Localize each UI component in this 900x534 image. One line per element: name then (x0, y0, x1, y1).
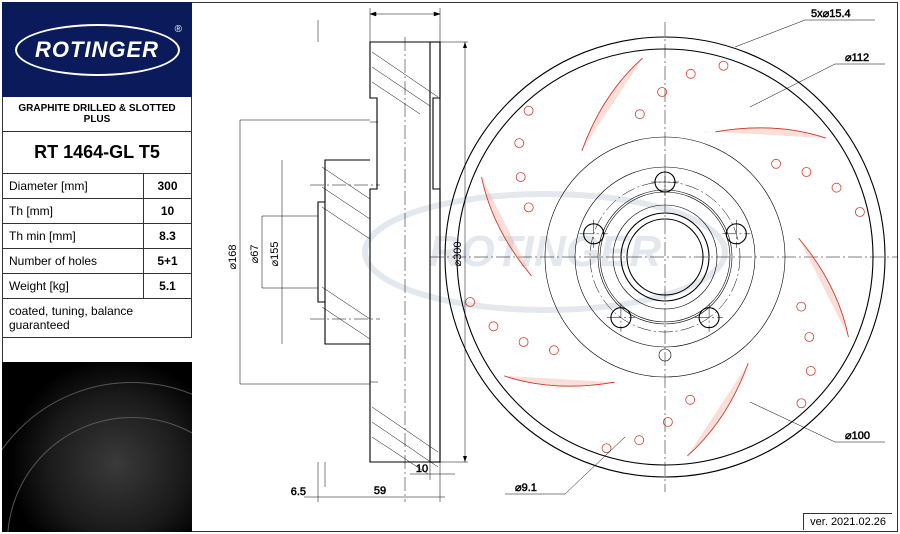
svg-text:5x⌀15.4: 5x⌀15.4 (811, 8, 851, 20)
svg-text:⌀9.1: ⌀9.1 (515, 482, 537, 494)
product-subtitle: GRAPHITE DRILLED & SLOTTED PLUS (2, 97, 192, 132)
product-photo (2, 362, 192, 532)
notes: coated, tuning, balance guaranteed (2, 299, 192, 338)
version-label: ver. 2021.02.26 (803, 513, 892, 530)
part-number: RT 1464-GL T5 (2, 132, 192, 174)
svg-text:⌀155: ⌀155 (269, 242, 281, 267)
svg-text:59: 59 (374, 485, 386, 497)
spec-table: Diameter [mm]300 Th [mm]10 Th min [mm]8.… (2, 174, 192, 299)
svg-text:⌀100: ⌀100 (845, 430, 870, 442)
svg-text:10: 10 (416, 463, 428, 475)
brand-logo: ROTINGER ® (2, 2, 192, 97)
svg-text:⌀67: ⌀67 (249, 245, 261, 264)
table-row: Diameter [mm]300 (3, 174, 192, 199)
svg-text:⌀168: ⌀168 (227, 245, 239, 270)
technical-drawing: ROTINGER (195, 2, 898, 532)
table-row: Th min [mm]8.3 (3, 224, 192, 249)
svg-text:⌀300: ⌀300 (452, 242, 464, 267)
table-row: Number of holes5+1 (3, 249, 192, 274)
svg-text:⌀112: ⌀112 (845, 52, 869, 64)
svg-text:6.5: 6.5 (291, 486, 306, 498)
table-row: Weight [kg]5.1 (3, 274, 192, 299)
table-row: Th [mm]10 (3, 199, 192, 224)
